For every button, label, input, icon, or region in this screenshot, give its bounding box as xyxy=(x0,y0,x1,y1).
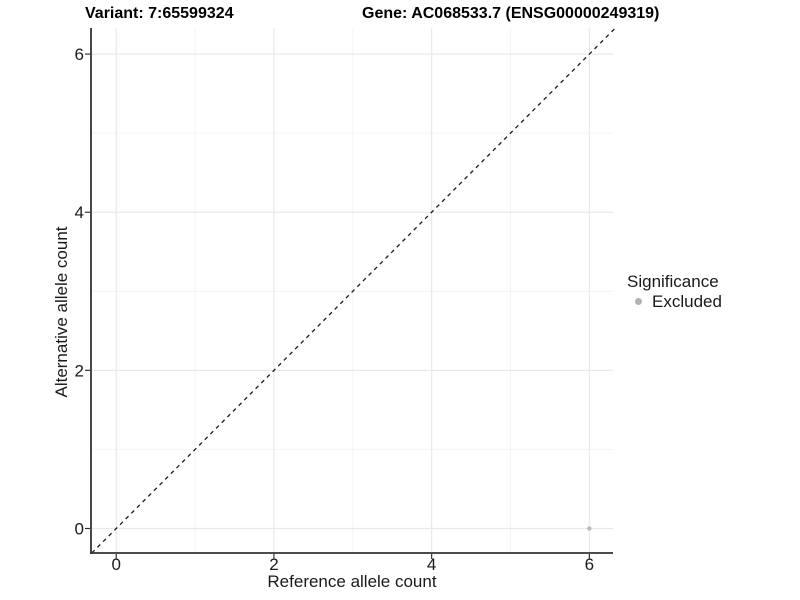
x-axis-label: Reference allele count xyxy=(267,572,437,591)
y-tick-label: 4 xyxy=(75,203,84,222)
identity-dashed-line xyxy=(91,27,616,554)
legend-entry-excluded: Excluded xyxy=(627,292,722,311)
y-axis-label: Alternative allele count xyxy=(52,226,71,398)
y-tick-label: 2 xyxy=(75,361,84,380)
y-tick-label: 0 xyxy=(75,519,84,538)
legend: Significance Excluded xyxy=(627,272,722,312)
plot-title-gene: Gene: AC068533.7 (ENSG00000249319) xyxy=(362,5,660,22)
x-tick-label: 2 xyxy=(269,555,278,574)
y-tick-label: 6 xyxy=(75,45,84,64)
plot-title-variant: Variant: 7:65599324 xyxy=(85,5,234,22)
legend-title: Significance xyxy=(627,272,719,291)
legend-point-icon xyxy=(635,298,642,305)
legend-entry-label: Excluded xyxy=(652,292,722,311)
x-tick-label: 0 xyxy=(111,555,120,574)
x-tick-label: 6 xyxy=(585,555,594,574)
data-point xyxy=(587,526,592,531)
x-tick-label: 4 xyxy=(427,555,436,574)
